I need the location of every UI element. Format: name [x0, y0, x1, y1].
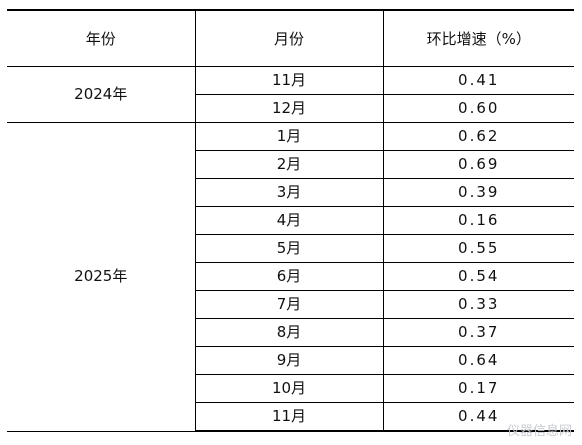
value-cell: 0.64 — [382, 346, 574, 375]
month-cell: 2月 — [195, 150, 383, 179]
month-cell: 7月 — [195, 290, 383, 319]
table-row: 7月 0.33 — [7, 290, 574, 319]
month-cell: 8月 — [195, 318, 383, 347]
month-cell: 6月 — [195, 262, 383, 291]
month-cell: 11月 — [194, 66, 383, 95]
value-cell: 0.69 — [382, 150, 574, 179]
table-row: 2025年 1月 0.62 — [7, 122, 574, 432]
header-month: 月份 — [194, 9, 383, 67]
table-row: 9月 0.64 — [7, 346, 574, 375]
year-cell: 2024年 — [7, 66, 196, 123]
value-cell: 0.37 — [382, 318, 574, 347]
table-row: 4月 0.16 — [7, 206, 574, 235]
month-cell: 10月 — [195, 374, 383, 403]
month-cell: 4月 — [195, 206, 383, 235]
table-row: 6月 0.54 — [7, 262, 574, 291]
table-row: 11月 0.44 — [7, 402, 574, 432]
value-cell: 0.60 — [382, 94, 574, 123]
month-cell: 12月 — [195, 94, 383, 123]
month-cell: 5月 — [195, 234, 383, 263]
value-cell: 0.41 — [382, 66, 574, 95]
header-growth-rate: 环比增速（%） — [382, 9, 574, 67]
value-cell: 0.55 — [382, 234, 574, 263]
table-row: 10月 0.17 — [7, 374, 574, 403]
month-cell: 9月 — [195, 346, 383, 375]
header-year: 年份 — [7, 9, 195, 67]
month-cell: 3月 — [195, 178, 383, 207]
table-header-row: 年份 月份 环比增速（%） — [7, 9, 574, 67]
table-row: 5月 0.55 — [7, 234, 574, 263]
table-row: 8月 0.37 — [7, 318, 574, 347]
value-cell: 0.44 — [382, 402, 574, 432]
value-cell: 0.54 — [382, 262, 574, 291]
growth-rate-table: 年份 月份 环比增速（%） 2024年 11月 0.41 12月 0.60 20… — [7, 9, 574, 432]
table-row: 3月 0.39 — [7, 178, 574, 207]
table-row: 12月 0.60 — [7, 94, 574, 123]
data-table-container: 年份 月份 环比增速（%） 2024年 11月 0.41 12月 0.60 20… — [7, 9, 574, 432]
value-cell: 0.39 — [382, 178, 574, 207]
table-row: 2024年 11月 0.41 — [7, 66, 574, 123]
month-cell: 1月 — [194, 122, 383, 151]
value-cell: 0.16 — [382, 206, 574, 235]
value-cell: 0.33 — [382, 290, 574, 319]
value-cell: 0.17 — [382, 374, 574, 403]
table-row: 2月 0.69 — [7, 150, 574, 179]
year-cell: 2025年 — [7, 122, 196, 432]
month-cell: 11月 — [195, 402, 383, 432]
value-cell: 0.62 — [382, 122, 574, 151]
